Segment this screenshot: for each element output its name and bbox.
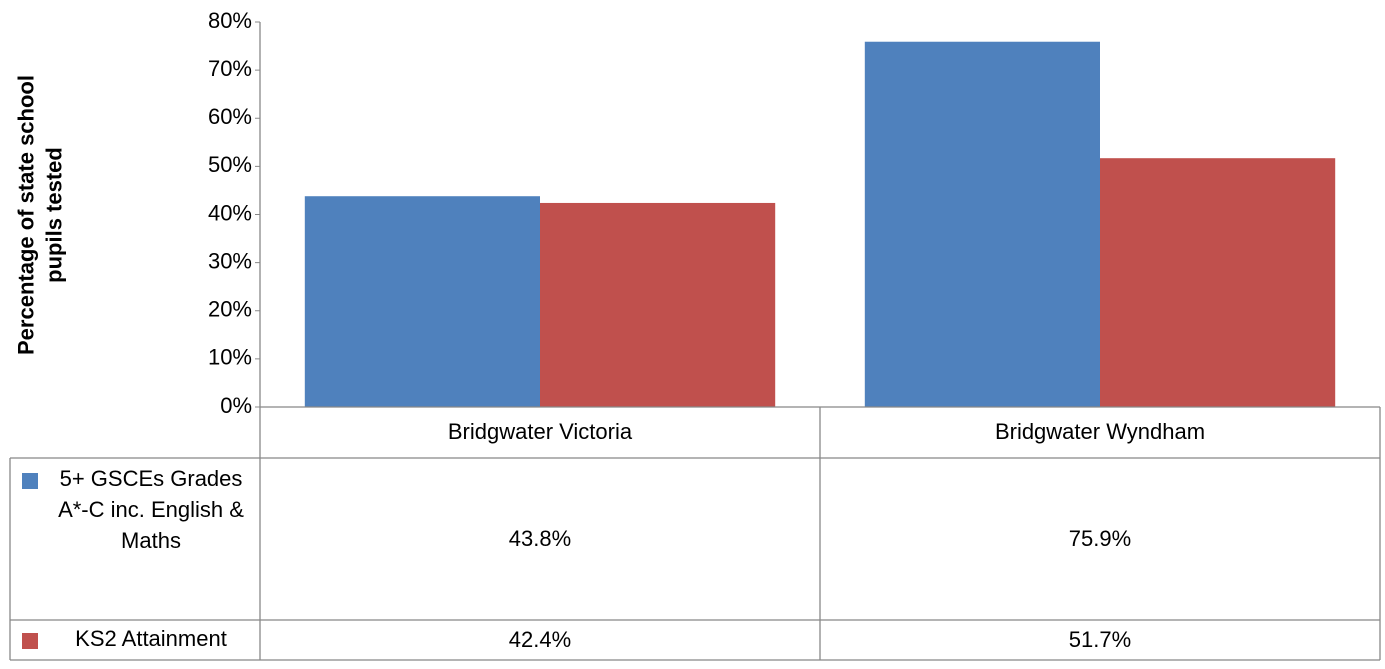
legend-swatch [22,633,38,649]
value-label: 43.8% [508,525,572,551]
category-label: Bridgwater Victoria [447,419,633,445]
y-tick-label: 0% [220,393,252,418]
legend-label: KS2 Attainment [75,626,227,651]
y-tick-label: 60% [208,104,252,129]
bar [1100,158,1336,407]
bar [864,41,1100,407]
y-tick-label: 80% [208,8,252,33]
bar [540,202,776,407]
y-tick-label: 50% [208,152,252,177]
bar [304,196,540,407]
value-label: 75.9% [1068,525,1132,551]
value-label: 42.4% [508,626,572,652]
y-tick-label: 10% [208,345,252,370]
y-axis-title: Percentage of state school pupils tested [13,75,67,355]
legend-entry: KS2 Attainment [10,620,260,660]
value-label: 51.7% [1068,626,1132,652]
y-tick-label: 70% [208,56,252,81]
y-tick-label: 30% [208,248,252,273]
legend-label: 5+ GSCEs Grades A*-C inc. English & Math… [58,466,244,553]
legend-swatch [22,473,38,489]
category-label: Bridgwater Wyndham [994,419,1206,445]
y-tick-label: 40% [208,200,252,225]
legend-entry: 5+ GSCEs Grades A*-C inc. English & Math… [10,458,260,620]
y-tick-label: 20% [208,297,252,322]
